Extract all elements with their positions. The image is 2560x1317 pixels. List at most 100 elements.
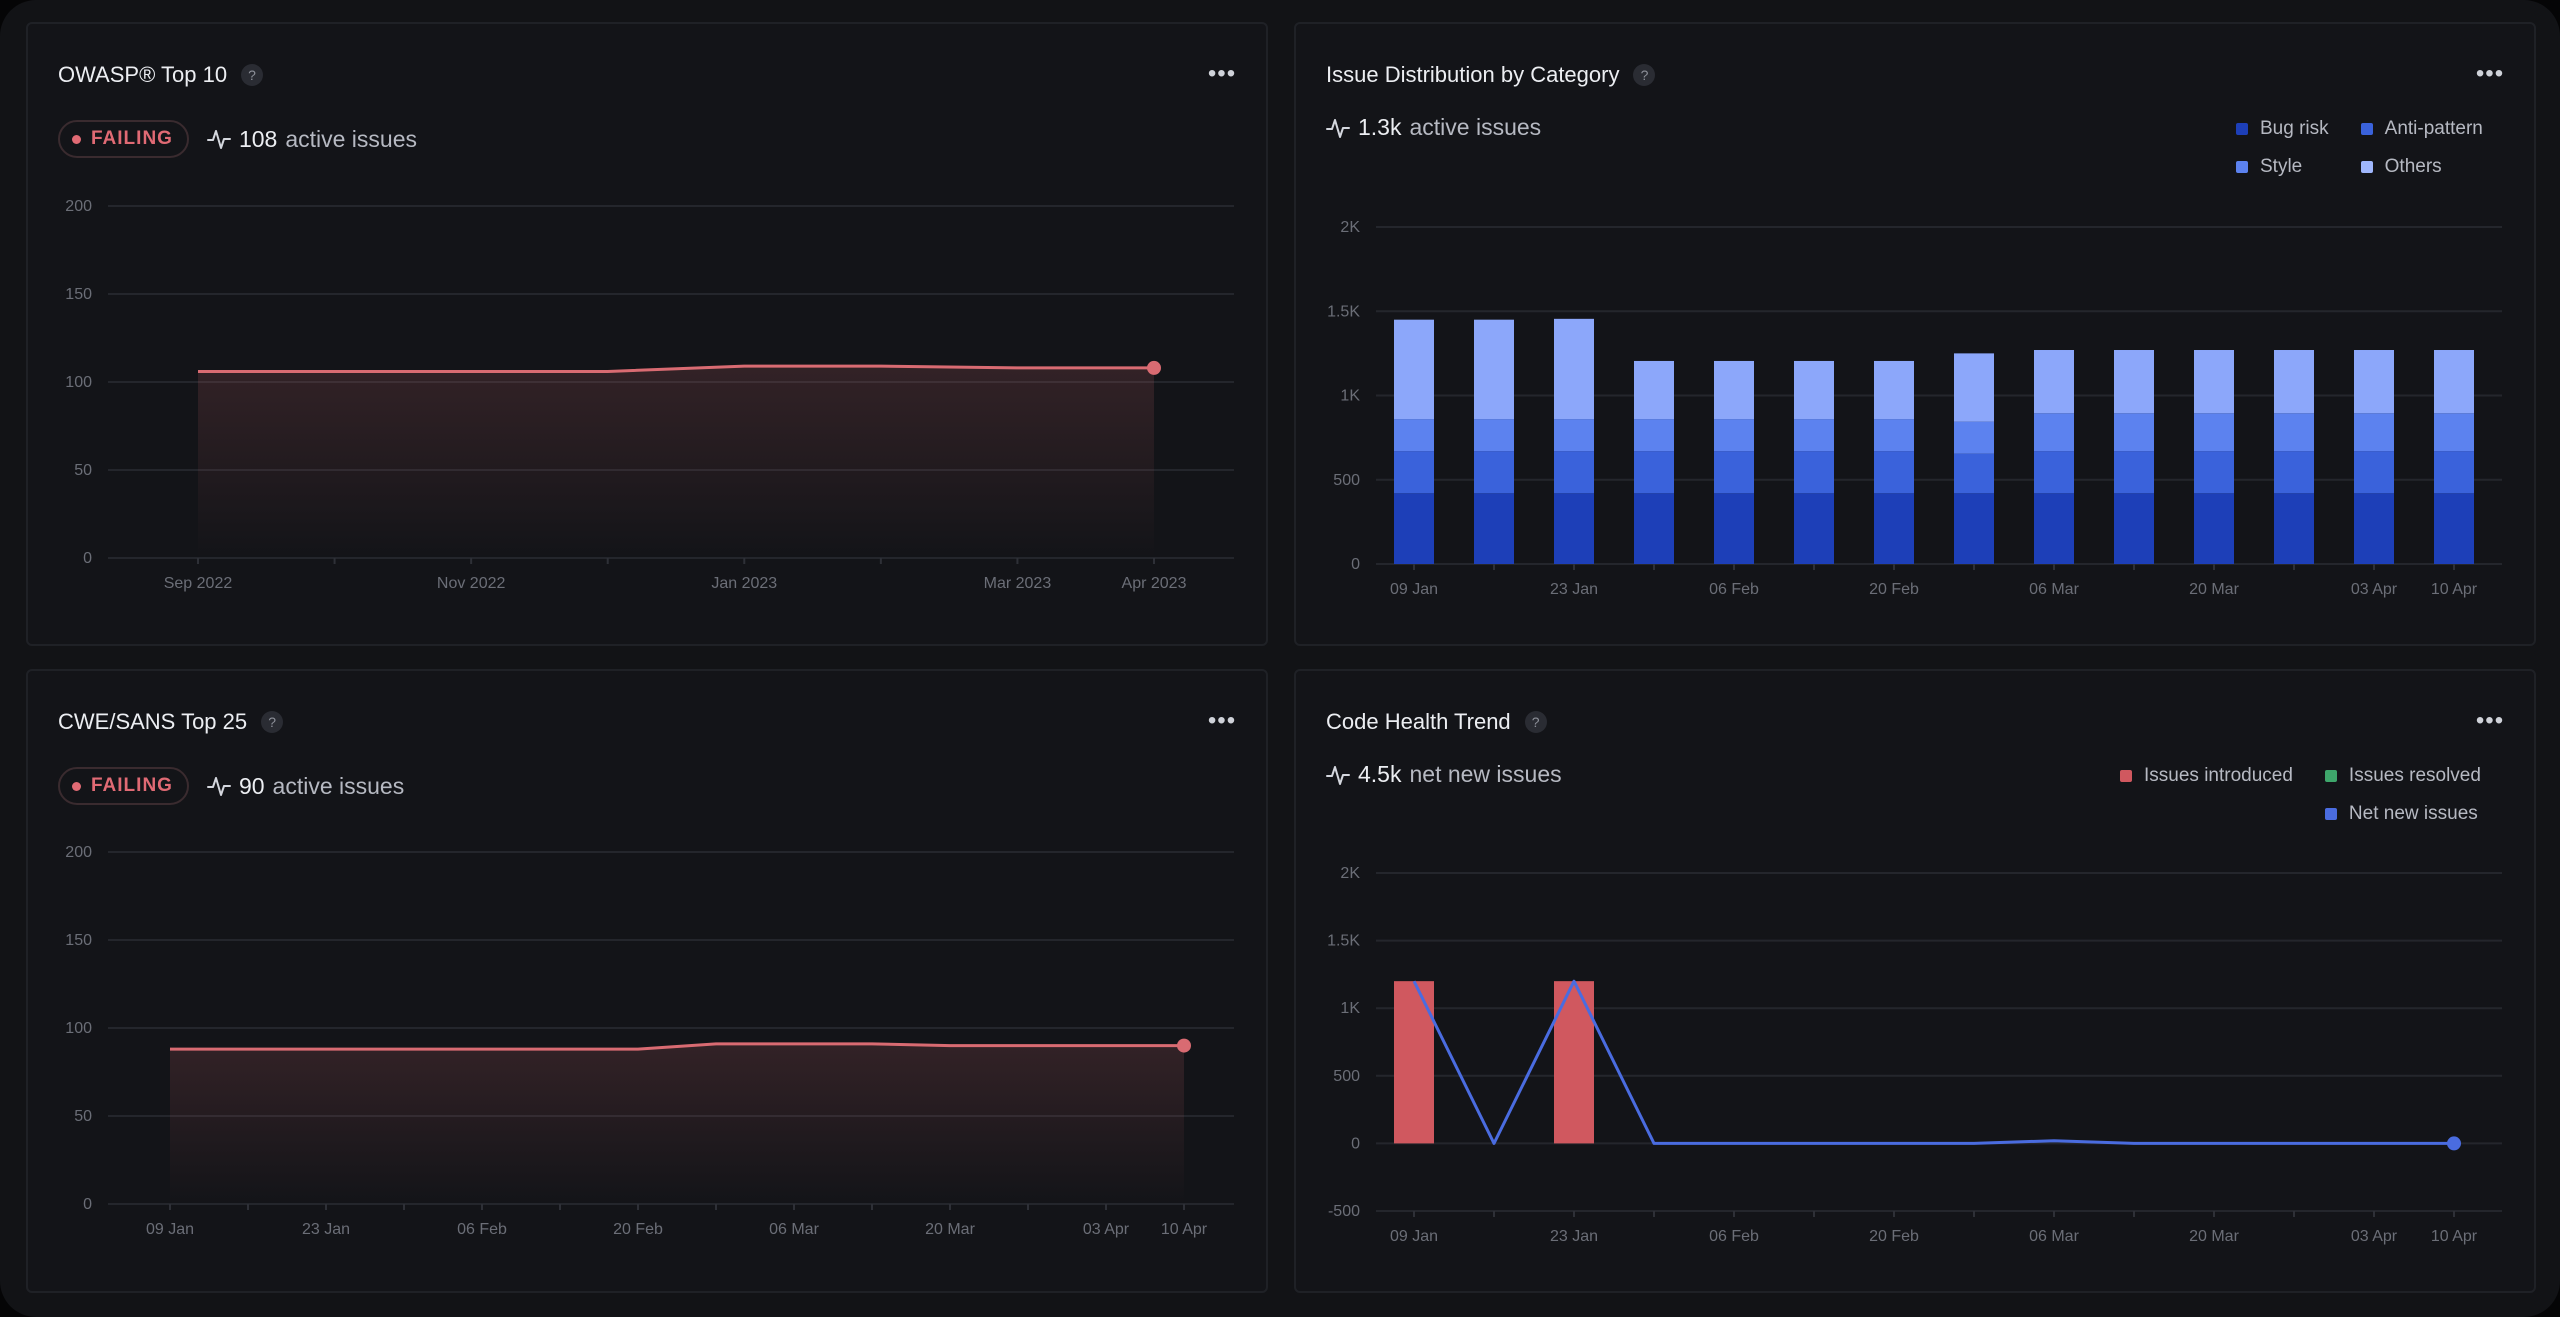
bar-segment <box>1954 453 1994 494</box>
cwe-title: CWE/SANS Top 25 ? <box>58 705 284 739</box>
bar-segment <box>1874 493 1914 564</box>
health-legend: Issues introduced Issues resolved Net ne… <box>2120 765 2481 825</box>
issue-distribution-card: Issue Distribution by Category ? ••• 1.3… <box>1294 22 2536 646</box>
legend-swatch <box>2120 770 2132 782</box>
bar <box>1554 981 1594 1144</box>
bar-segment <box>2034 493 2074 564</box>
distribution-title: Issue Distribution by Category ? <box>1326 58 1656 92</box>
bar-segment <box>1634 419 1674 452</box>
x-tick-label: 06 Mar <box>769 1221 819 1238</box>
bar-segment <box>1474 319 1514 420</box>
legend-item-net-new-issues[interactable]: Net new issues <box>2324 803 2481 825</box>
bar-segment <box>2114 451 2154 494</box>
cwe-status-row: FAILING 90 active issues <box>58 767 404 805</box>
y-tick-label: 150 <box>65 286 92 303</box>
bar-segment <box>1634 451 1674 494</box>
more-options-icon[interactable]: ••• <box>1207 60 1237 87</box>
legend-swatch <box>2236 161 2248 173</box>
bar-segment <box>2354 493 2394 564</box>
bar-segment <box>1554 451 1594 494</box>
legend-item-style[interactable]: Style <box>2236 156 2329 178</box>
x-tick-label: 20 Mar <box>2189 1228 2239 1245</box>
bar-segment <box>2034 451 2074 494</box>
bar-segment <box>1394 451 1434 494</box>
distribution-chart: 0 500 1K 1.5K 2K 09 Jan 23 Jan 06 Feb 20 Feb 06 M… <box>1327 219 2502 598</box>
x-tick-label: 20 Feb <box>1869 581 1919 598</box>
y-tick-label: 150 <box>65 932 92 949</box>
legend-label: Others <box>2384 156 2442 177</box>
x-tick-label: 10 Apr <box>1161 1221 1208 1238</box>
bar-segment <box>1874 451 1914 494</box>
bar-segment <box>1954 493 1994 564</box>
distribution-legend: Bug risk Anti-pattern Style Others <box>2236 118 2483 178</box>
legend-label: Issues introduced <box>2144 765 2293 786</box>
more-options-icon[interactable]: ••• <box>2475 707 2505 734</box>
cwe-title-text: CWE/SANS Top 25 <box>58 709 248 734</box>
legend-swatch <box>2324 770 2337 782</box>
bar-segment <box>1394 319 1434 420</box>
bar-segment <box>1634 493 1674 564</box>
bar-segment <box>2354 413 2394 452</box>
bar <box>1394 981 1434 1144</box>
bar-segment <box>1794 451 1834 494</box>
x-tick-label: 10 Apr <box>2431 1228 2478 1245</box>
x-tick-label: 23 Jan <box>302 1221 350 1238</box>
bar-segment <box>2034 413 2074 452</box>
legend-item-anti-pattern[interactable]: Anti-pattern <box>2360 118 2483 140</box>
cwe-card: CWE/SANS Top 25 ? ••• FAILING 90 active … <box>26 669 1268 1293</box>
help-icon[interactable]: ? <box>1524 711 1547 733</box>
bar-segment <box>1714 493 1754 564</box>
active-issues-metric: 90 active issues <box>206 772 405 800</box>
x-tick-label: 06 Feb <box>457 1221 507 1238</box>
bar-segment <box>1874 419 1914 452</box>
bar-segment <box>2114 350 2154 414</box>
bar-segment <box>2434 493 2474 564</box>
bar-segment <box>2434 451 2474 494</box>
x-tick-label: 06 Mar <box>2029 581 2079 598</box>
legend-item-issues-resolved[interactable]: Issues resolved <box>2324 765 2481 787</box>
bar-segment <box>1794 360 1834 420</box>
y-tick-label: 100 <box>65 374 92 391</box>
help-icon[interactable]: ? <box>1633 64 1656 86</box>
series-line <box>198 364 1154 373</box>
x-tick-label: 20 Mar <box>925 1221 975 1238</box>
legend-item-bug-risk[interactable]: Bug risk <box>2236 118 2329 140</box>
x-tick-label: 09 Jan <box>146 1221 194 1238</box>
metric-value: 4.5k <box>1358 761 1402 787</box>
y-tick-label: 0 <box>83 1196 92 1213</box>
y-tick-label: 200 <box>65 198 92 215</box>
legend-item-issues-introduced[interactable]: Issues introduced <box>2120 765 2293 787</box>
health-status-row: 4.5k net new issues <box>1326 761 1562 788</box>
bar-segment <box>1554 419 1594 452</box>
legend-label: Style <box>2260 156 2303 177</box>
y-tick-label: 500 <box>1333 1068 1360 1085</box>
y-tick-label: 0 <box>83 550 92 567</box>
bar-segment <box>1874 360 1914 420</box>
x-tick-label: 20 Mar <box>2189 581 2239 598</box>
y-tick-label: 50 <box>74 462 92 479</box>
more-options-icon[interactable]: ••• <box>1207 707 1237 734</box>
legend-label: Issues resolved <box>2348 765 2481 786</box>
bar-segment <box>2274 413 2314 452</box>
status-badge: FAILING <box>58 767 189 805</box>
y-tick-label: 2K <box>1340 219 1360 236</box>
metric-label: active issues <box>285 125 417 152</box>
legend-item-others[interactable]: Others <box>2360 156 2483 178</box>
legend-swatch <box>2324 808 2337 820</box>
y-tick-label: 1K <box>1340 1000 1360 1017</box>
metric-label: active issues <box>1409 114 1542 140</box>
bar-segment <box>2194 493 2234 564</box>
bar-segment <box>1474 493 1514 564</box>
bar-segment <box>1634 360 1674 420</box>
x-tick-label: 20 Feb <box>1869 1228 1919 1245</box>
bar-segment <box>1474 419 1514 452</box>
active-issues-metric: 1.3k active issues <box>1326 114 1541 141</box>
area-fill <box>170 1043 1184 1204</box>
x-tick-label: 09 Jan <box>1390 581 1438 598</box>
x-tick-label: 20 Feb <box>613 1221 663 1238</box>
bar-segment <box>2274 451 2314 494</box>
help-icon[interactable]: ? <box>261 711 284 733</box>
help-icon[interactable]: ? <box>241 64 264 86</box>
metric-label: active issues <box>272 772 405 799</box>
more-options-icon[interactable]: ••• <box>2475 60 2505 87</box>
